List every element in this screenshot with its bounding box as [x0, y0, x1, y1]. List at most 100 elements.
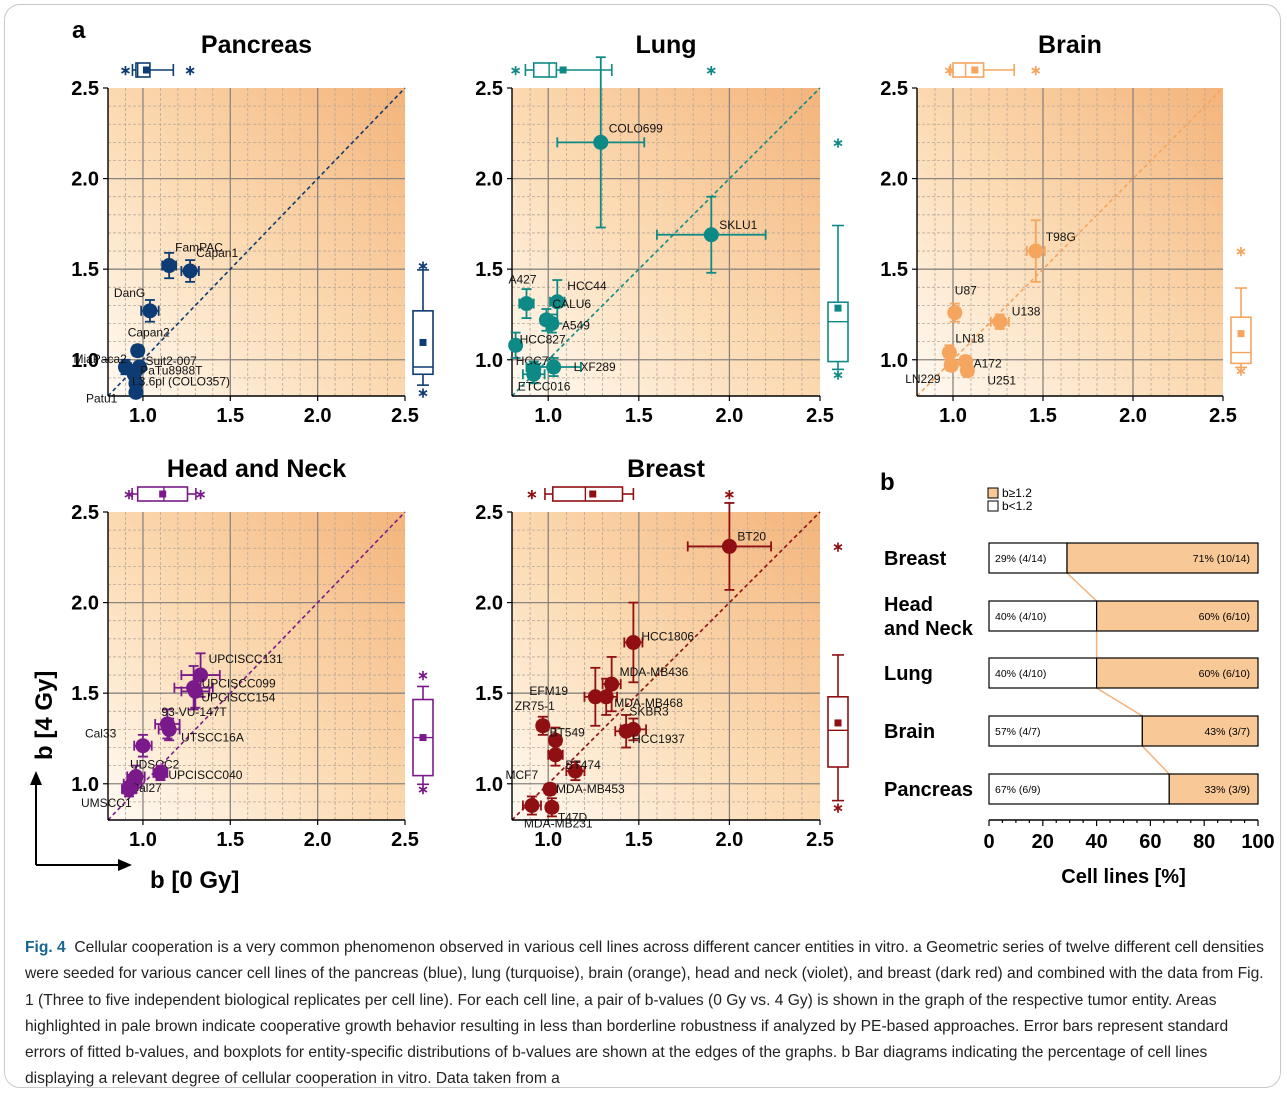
point-label: LN18	[955, 332, 984, 346]
legend-label: b<1.2	[1002, 499, 1033, 513]
point-label: T98G	[1046, 230, 1076, 244]
point-marker	[142, 303, 158, 319]
point-label: BT20	[737, 529, 766, 543]
x-tick-label: 1.0	[534, 405, 562, 427]
scatter-panel: 1.0 1.0 1.5 1.5 2.0 2.0 2.5 2.5 Head and Neck UPC…	[71, 455, 434, 851]
bar-x-axis-title: Cell lines [%]	[1061, 866, 1185, 888]
point-label: COLO699	[609, 121, 663, 135]
svg-text:∗: ∗	[832, 134, 844, 150]
point-marker	[518, 296, 534, 312]
x-tick-label: 2.0	[304, 829, 332, 851]
y-boxplot: ∗∗	[412, 667, 434, 797]
svg-text:∗: ∗	[1030, 62, 1042, 78]
bar-value-label: 60% (6/10)	[1199, 668, 1250, 680]
data-point: Capan2	[128, 326, 170, 359]
point-label: A549	[562, 319, 590, 333]
bar-segment-below	[988, 600, 1098, 632]
data-point: HCC1937	[614, 714, 685, 749]
point-label: BT549	[549, 725, 585, 739]
data-point: T98G	[1025, 219, 1076, 283]
svg-text:∗: ∗	[195, 486, 207, 502]
y-tick-label: 1.0	[71, 774, 99, 796]
data-point: HCC1806	[623, 601, 694, 684]
y-tick-label: 1.0	[475, 350, 503, 372]
point-label: SKLU1	[719, 218, 757, 232]
bar-category-label: and Neck	[884, 618, 974, 640]
minor-grid	[917, 88, 1223, 396]
bar-connector	[1066, 572, 1098, 602]
minor-grid	[108, 88, 405, 396]
bar-x-tick-label: 80	[1193, 831, 1215, 853]
point-label: Patu1	[86, 391, 118, 405]
point-label: Capan2	[128, 326, 170, 340]
data-point: LXF289	[525, 357, 616, 377]
x-tick-label: 2.0	[716, 829, 744, 851]
data-point: UPCISCC131	[180, 652, 283, 698]
identity-line	[511, 511, 821, 821]
bar-value-label: 57% (4/7)	[995, 726, 1041, 738]
y-tick-label: 2.0	[475, 169, 503, 191]
x-tick-label: 1.0	[939, 405, 967, 427]
bar-x-tick-label: 0	[983, 831, 994, 853]
point-marker	[549, 294, 565, 310]
point-label: U251	[987, 374, 1016, 388]
y-boxplot: ∗∗	[412, 258, 434, 400]
data-point: BT20	[686, 502, 772, 591]
point-marker	[121, 781, 137, 797]
bar-category-label: Head	[884, 594, 933, 616]
point-marker	[193, 667, 209, 683]
bar-x-tick-label: 40	[1085, 831, 1107, 853]
data-point: U251	[959, 363, 1016, 388]
y-tick-label: 2.5	[475, 502, 503, 524]
point-label: Suit2-007	[145, 354, 197, 368]
x-tick-label: 1.0	[534, 829, 562, 851]
bar-value-label: 67% (6/9)	[995, 784, 1041, 796]
caption-text: Cellular cooperation is a very common ph…	[25, 939, 1264, 1088]
bar-value-label: 60% (6/10)	[1199, 611, 1250, 623]
data-point: Cal33	[85, 727, 153, 758]
panel-title: Head and Neck	[167, 455, 346, 483]
point-label: FamPAC	[175, 241, 223, 255]
axis-arrows	[30, 771, 132, 871]
major-grid	[917, 88, 1223, 396]
data-point: Patu1	[86, 384, 144, 405]
data-point: FamPAC	[161, 241, 223, 280]
bar-x-tick-label: 100	[1241, 831, 1274, 853]
point-label: MDA-MB231	[524, 817, 593, 831]
x-boxplot: ∗ ∗	[944, 62, 1042, 78]
bar-category-label: Pancreas	[884, 779, 973, 801]
y-tick-label: 2.5	[475, 78, 503, 100]
y-tick-label: 1.5	[71, 259, 99, 281]
x-tick-label: 2.0	[716, 405, 744, 427]
point-marker	[535, 718, 551, 734]
svg-text:∗: ∗	[184, 62, 196, 78]
point-marker	[721, 538, 737, 554]
panel-b-label: b	[880, 469, 895, 496]
point-label: MDA-MB436	[620, 665, 689, 679]
figure-caption: Fig. 4 Cellular cooperation is a very co…	[25, 935, 1273, 1093]
point-label: MDA-MB468	[614, 696, 683, 710]
point-marker	[593, 134, 609, 150]
identity-line	[511, 87, 821, 397]
point-label: UPCISCC099	[202, 677, 276, 691]
point-marker	[598, 689, 614, 705]
bar-category-label: Lung	[884, 663, 933, 685]
point-label: ETCC016	[518, 379, 571, 393]
x-tick-label: 2.5	[1209, 405, 1237, 427]
data-point: UMSCC1	[81, 781, 137, 810]
y-tick-label: 2.0	[475, 593, 503, 615]
x-tick-label: 1.5	[216, 405, 244, 427]
x-tick-label: 1.0	[129, 829, 157, 851]
y-tick-label: 2.5	[71, 502, 99, 524]
y-tick-label: 2.5	[71, 78, 99, 100]
point-marker	[152, 765, 168, 781]
point-label: Cal33	[85, 727, 117, 741]
point-marker	[135, 738, 151, 754]
bar-segment-above	[1095, 600, 1259, 632]
bar-value-label: 40% (4/10)	[995, 611, 1046, 623]
svg-text:∗: ∗	[1235, 243, 1247, 259]
svg-text:∗: ∗	[832, 799, 844, 815]
data-point: SKLU1	[656, 195, 767, 274]
identity-line	[107, 87, 406, 397]
panel-title: Pancreas	[201, 31, 312, 59]
